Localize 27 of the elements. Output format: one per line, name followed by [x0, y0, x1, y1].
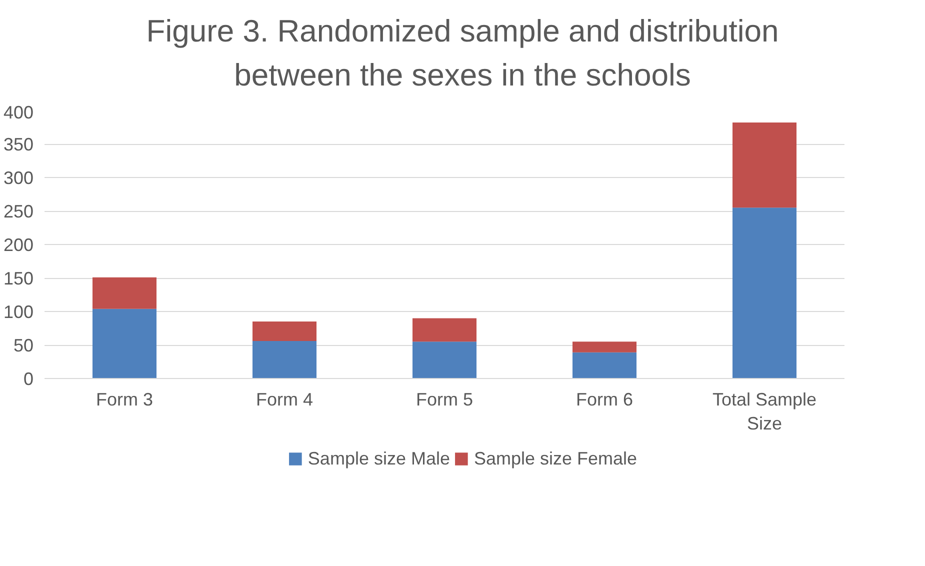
y-tick-label: 200 [3, 235, 34, 255]
bar [92, 308, 156, 378]
y-tick-label: 400 [3, 102, 34, 122]
y-tick-label: 250 [3, 202, 34, 222]
bar [412, 342, 476, 378]
y-tick-label: 350 [3, 134, 34, 154]
x-tick-label: Form 5 [416, 390, 474, 410]
x-tick-label: Form 6 [576, 390, 634, 410]
legend-label: Sample size Female [474, 448, 638, 469]
y-tick-label: 300 [3, 168, 34, 188]
bar [732, 208, 796, 378]
bar [572, 352, 636, 378]
y-tick-label: 100 [3, 302, 34, 322]
x-tick-label: Form 3 [96, 390, 154, 410]
bar [412, 318, 476, 342]
x-tick-label: Total Sample Size [712, 390, 817, 434]
bar [92, 277, 156, 309]
chart-title: Figure 3. Randomized sample and distribution between the sexes in the schools [146, 14, 779, 92]
legend-label: Sample size Male [308, 448, 450, 469]
bar [572, 342, 636, 352]
bar [252, 322, 316, 341]
bar [252, 340, 316, 378]
y-tick-label: 150 [3, 268, 34, 288]
bar [732, 122, 796, 208]
y-tick-label: 50 [13, 336, 34, 356]
y-tick-label: 0 [23, 369, 34, 389]
x-tick-label: Form 4 [256, 390, 314, 410]
